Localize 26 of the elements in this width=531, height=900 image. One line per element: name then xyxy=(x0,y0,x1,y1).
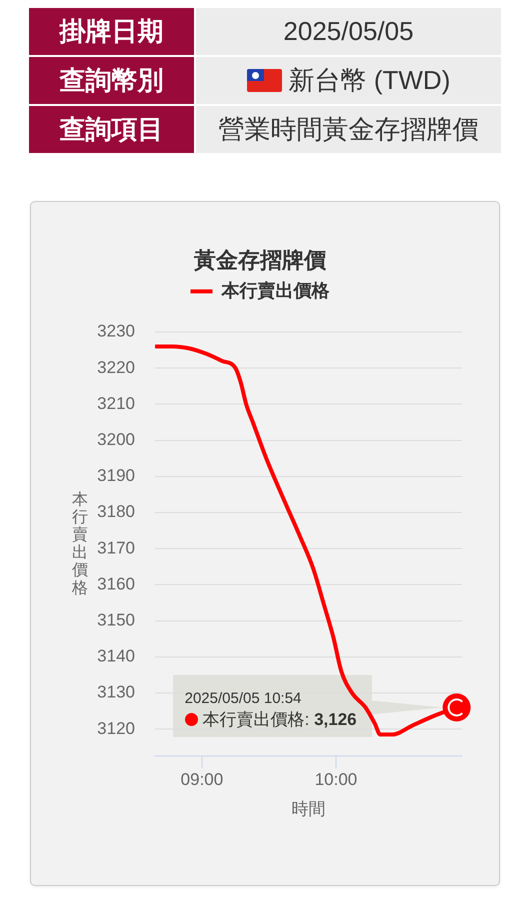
annotation: 2025/05/05 10:54 xyxy=(184,690,302,708)
text: 查詢項目 xyxy=(60,113,164,146)
text: 2025/05/05 xyxy=(283,16,414,47)
y-tick-label: 3130 xyxy=(97,682,135,702)
text: 掛牌日期 xyxy=(60,15,164,48)
text: 查詢幣別 xyxy=(60,64,164,97)
y-tick-label: 3230 xyxy=(97,322,135,341)
y-tick-label: 3220 xyxy=(97,358,135,377)
y-tick-label: 3120 xyxy=(97,718,135,738)
y-tick-label: 3200 xyxy=(97,430,135,449)
x-tick-label: 10:00 xyxy=(314,770,358,790)
text: 新台幣 (TWD) xyxy=(288,64,450,97)
y-tick-label: 3150 xyxy=(97,610,135,630)
y-tick-label: 3140 xyxy=(97,646,135,666)
y-tick-label: 3170 xyxy=(97,538,135,558)
y-tick-label: 3160 xyxy=(97,574,135,594)
x-tick-label: 09:00 xyxy=(180,770,224,790)
y-axis-title: 本行賣出價格 xyxy=(71,490,88,597)
legend-label: 本行賣出價格 xyxy=(220,280,330,300)
y-tick-label: 3180 xyxy=(97,502,135,522)
y-tick-label: 3210 xyxy=(97,394,135,413)
x-axis-title: 時間 xyxy=(292,799,326,818)
y-tick-label: 3190 xyxy=(97,466,135,486)
annotation: 本行賣出價格: 3,126 xyxy=(202,710,357,730)
chart-title: 黃金存摺牌價 xyxy=(193,247,327,272)
text: 營業時間黃金存摺牌價 xyxy=(218,113,478,146)
